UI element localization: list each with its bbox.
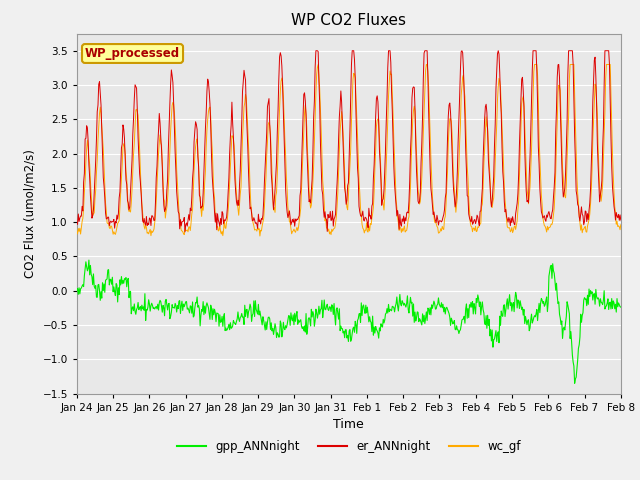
er_ANNnight [312, 48, 320, 54]
gpp_ANNnight [140, 304, 147, 310]
wc_gf [223, 219, 230, 225]
er_ANNnight [83, 123, 90, 129]
Title: WP CO2 Fluxes: WP CO2 Fluxes [291, 13, 406, 28]
wc_gf [433, 221, 440, 227]
wc_gf [83, 146, 90, 152]
wc_gf [256, 233, 264, 239]
er_ANNnight [417, 190, 424, 195]
wc_gf [73, 228, 81, 234]
Y-axis label: CO2 Flux (umol/m2/s): CO2 Flux (umol/m2/s) [24, 149, 37, 278]
gpp_ANNnight [73, 288, 81, 293]
wc_gf [139, 210, 147, 216]
gpp_ANNnight [431, 306, 439, 312]
Line: wc_gf: wc_gf [77, 64, 621, 236]
er_ANNnight [195, 164, 202, 169]
Text: WP_processed: WP_processed [85, 47, 180, 60]
er_ANNnight [139, 218, 147, 224]
gpp_ANNnight [85, 257, 93, 263]
er_ANNnight [181, 229, 189, 235]
Line: gpp_ANNnight: gpp_ANNnight [77, 260, 621, 384]
X-axis label: Time: Time [333, 418, 364, 431]
er_ANNnight [223, 205, 231, 211]
gpp_ANNnight [571, 381, 579, 386]
gpp_ANNnight [223, 326, 231, 332]
wc_gf [314, 61, 322, 67]
wc_gf [417, 199, 424, 204]
wc_gf [617, 222, 625, 228]
gpp_ANNnight [195, 302, 202, 308]
gpp_ANNnight [83, 264, 90, 270]
er_ANNnight [433, 220, 440, 226]
gpp_ANNnight [416, 316, 424, 322]
Line: er_ANNnight: er_ANNnight [77, 51, 621, 232]
er_ANNnight [617, 217, 625, 223]
Legend: gpp_ANNnight, er_ANNnight, wc_gf: gpp_ANNnight, er_ANNnight, wc_gf [172, 435, 526, 458]
gpp_ANNnight [617, 304, 625, 310]
er_ANNnight [73, 220, 81, 226]
wc_gf [194, 147, 202, 153]
